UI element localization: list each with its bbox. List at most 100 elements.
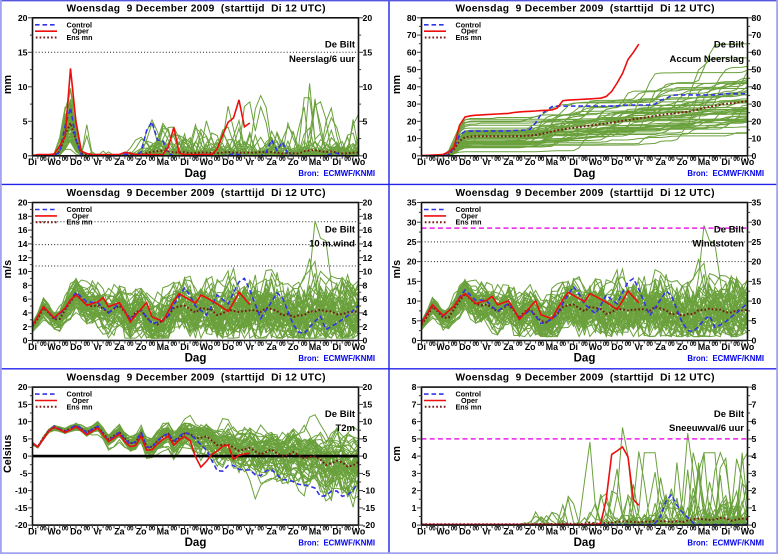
svg-text:Neerslag/6 uur: Neerslag/6 uur <box>289 54 355 65</box>
svg-text:00: 00 <box>603 157 610 163</box>
svg-text:1: 1 <box>752 503 757 513</box>
svg-text:00: 00 <box>236 527 243 533</box>
svg-text:5: 5 <box>363 434 368 444</box>
svg-text:10: 10 <box>18 267 28 277</box>
svg-text:00: 00 <box>494 157 501 163</box>
svg-text:Di: Di <box>28 157 37 167</box>
svg-text:4: 4 <box>752 451 757 461</box>
svg-text:-15: -15 <box>363 503 376 513</box>
svg-text:6: 6 <box>363 294 368 304</box>
svg-text:15: 15 <box>752 277 762 287</box>
svg-text:00: 00 <box>344 527 351 533</box>
svg-text:00: 00 <box>516 157 523 163</box>
svg-text:20: 20 <box>363 13 373 23</box>
svg-text:00: 00 <box>733 157 740 163</box>
svg-text:Woensdag 9 December 2009 (st: Woensdag 9 December 2009 (starttijd Di 1… <box>67 3 326 14</box>
svg-text:Bron: ECMWF/KNMI: Bron: ECMWF/KNMI <box>298 169 375 178</box>
svg-text:00: 00 <box>214 342 221 348</box>
svg-text:80: 80 <box>752 13 762 23</box>
svg-text:Wo: Wo <box>436 342 450 352</box>
svg-text:Bron: ECMWF/KNMI: Bron: ECMWF/KNMI <box>298 354 375 363</box>
svg-text:00: 00 <box>472 527 479 533</box>
svg-text:Vr: Vr <box>93 342 102 352</box>
svg-text:Oper: Oper <box>461 396 478 405</box>
svg-text:Di: Di <box>569 342 578 352</box>
svg-text:00: 00 <box>279 157 286 163</box>
svg-text:Za: Za <box>503 527 513 537</box>
svg-text:8: 8 <box>412 382 417 392</box>
svg-text:-20: -20 <box>15 520 28 530</box>
svg-text:Vr: Vr <box>634 527 643 537</box>
svg-text:00: 00 <box>559 157 566 163</box>
svg-text:30: 30 <box>407 99 417 109</box>
svg-text:De Bilt: De Bilt <box>714 224 745 235</box>
svg-text:Do: Do <box>70 157 82 167</box>
svg-text:00: 00 <box>538 342 545 348</box>
svg-text:Windstoten: Windstoten <box>692 239 744 250</box>
svg-text:18: 18 <box>363 211 373 221</box>
svg-text:Dag: Dag <box>185 168 207 180</box>
svg-text:Di: Di <box>417 342 426 352</box>
svg-text:Ma: Ma <box>698 157 710 167</box>
svg-text:00: 00 <box>170 527 177 533</box>
svg-text:5: 5 <box>23 434 28 444</box>
svg-text:00: 00 <box>149 157 156 163</box>
svg-text:00: 00 <box>62 157 69 163</box>
svg-text:Bron: ECMWF/KNMI: Bron: ECMWF/KNMI <box>687 169 764 178</box>
svg-text:Zo: Zo <box>288 527 299 537</box>
svg-text:60: 60 <box>752 47 762 57</box>
svg-text:6: 6 <box>23 294 28 304</box>
svg-text:5: 5 <box>363 116 368 126</box>
svg-text:Do: Do <box>611 157 623 167</box>
svg-text:00: 00 <box>214 527 221 533</box>
svg-text:Wo: Wo <box>352 157 366 167</box>
svg-text:0: 0 <box>23 336 28 346</box>
svg-text:00: 00 <box>83 527 90 533</box>
svg-text:00: 00 <box>559 342 566 348</box>
svg-text:00: 00 <box>581 157 588 163</box>
svg-text:Do: Do <box>222 157 234 167</box>
svg-text:16: 16 <box>363 225 373 235</box>
svg-text:00: 00 <box>40 527 47 533</box>
svg-text:Ens mn: Ens mn <box>456 402 482 411</box>
svg-text:Wo: Wo <box>436 527 450 537</box>
svg-text:00: 00 <box>668 527 675 533</box>
svg-text:De Bilt: De Bilt <box>714 409 745 420</box>
svg-text:Do: Do <box>611 527 623 537</box>
svg-text:00: 00 <box>323 157 330 163</box>
svg-text:0: 0 <box>23 151 28 161</box>
svg-text:Za: Za <box>655 342 665 352</box>
svg-text:00: 00 <box>646 157 653 163</box>
svg-text:0: 0 <box>363 336 368 346</box>
svg-text:Ma: Ma <box>698 527 710 537</box>
svg-text:Vr: Vr <box>245 342 254 352</box>
svg-text:Ma: Ma <box>157 342 169 352</box>
svg-text:Dag: Dag <box>185 537 207 549</box>
svg-text:00: 00 <box>105 342 112 348</box>
svg-text:De Bilt: De Bilt <box>714 40 745 51</box>
svg-text:00: 00 <box>257 157 264 163</box>
svg-text:Di: Di <box>332 157 341 167</box>
svg-text:0: 0 <box>412 520 417 530</box>
svg-text:0: 0 <box>752 151 757 161</box>
svg-text:Ma: Ma <box>546 342 558 352</box>
svg-text:4: 4 <box>412 451 417 461</box>
svg-text:00: 00 <box>236 342 243 348</box>
svg-text:00: 00 <box>323 342 330 348</box>
svg-text:Wo: Wo <box>47 527 61 537</box>
svg-text:Ens mn: Ens mn <box>67 402 93 411</box>
svg-text:Ma: Ma <box>309 342 321 352</box>
svg-text:60: 60 <box>407 47 417 57</box>
svg-text:Do: Do <box>70 527 82 537</box>
svg-text:Di: Di <box>569 527 578 537</box>
svg-text:18: 18 <box>18 211 28 221</box>
svg-text:Di: Di <box>28 527 37 537</box>
svg-text:70: 70 <box>752 30 762 40</box>
svg-text:00: 00 <box>40 342 47 348</box>
svg-text:00: 00 <box>149 527 156 533</box>
svg-text:00: 00 <box>236 157 243 163</box>
svg-text:Celsius: Celsius <box>2 435 14 473</box>
svg-text:10: 10 <box>407 134 417 144</box>
svg-text:Di: Di <box>569 157 578 167</box>
svg-text:Oper: Oper <box>461 211 478 220</box>
